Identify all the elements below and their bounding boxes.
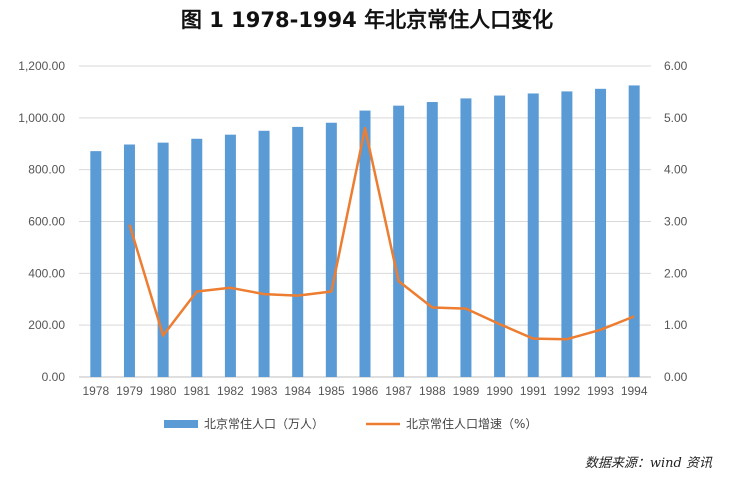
population-bar (123, 144, 135, 377)
y-left-tick-label: 200.00 (28, 318, 65, 332)
population-bar (325, 122, 337, 377)
y-right-tick-label: 0.00 (664, 370, 688, 384)
x-tick-label: 1993 (587, 384, 614, 398)
line-series (128, 126, 635, 341)
population-bar (191, 138, 203, 377)
y-right-tick-label: 5.00 (664, 111, 688, 125)
y-right-tick-label: 6.00 (664, 59, 688, 73)
y-left-tick-label: 1,200.00 (18, 59, 65, 73)
population-bar (494, 95, 506, 378)
x-tick-label: 1989 (453, 384, 480, 398)
population-bar (393, 105, 405, 377)
x-tick-label: 1978 (82, 384, 109, 398)
population-bar (595, 88, 607, 377)
source-note: 数据来源：wind 资讯 (584, 456, 712, 471)
x-tick-label: 1986 (352, 384, 379, 398)
legend-label-population: 北京常住人口（万人） (204, 417, 324, 431)
x-tick-label: 1987 (385, 384, 412, 398)
population-bar (628, 85, 640, 377)
growth-rate-line (128, 126, 635, 341)
axes: 0.00 200.00 400.00 600.00 800.00 1,000.00 1,20… (18, 59, 687, 398)
population-bar (426, 102, 438, 377)
population-bar (527, 93, 539, 377)
y-left-tick-label: 800.00 (28, 163, 65, 177)
x-tick-label: 1983 (251, 384, 278, 398)
x-tick-label: 1988 (419, 384, 446, 398)
x-tick-label: 1994 (621, 384, 648, 398)
y-right-tick-label: 2.00 (664, 266, 688, 280)
y-left-tick-label: 400.00 (28, 266, 65, 280)
x-tick-label: 1981 (183, 384, 210, 398)
x-tick-label: 1980 (150, 384, 177, 398)
chart-title: 图 1 1978-1994 年北京常住人口变化 (180, 8, 554, 32)
y-left-tick-label: 0.00 (42, 370, 66, 384)
legend: 北京常住人口（万人） 北京常住人口增速（%） (164, 417, 537, 431)
x-tick-label: 1979 (116, 384, 143, 398)
y-right-tick-label: 1.00 (664, 318, 688, 332)
legend-label-growth-rate: 北京常住人口增速（%） (406, 417, 537, 431)
population-bar (157, 142, 169, 377)
population-bar (224, 134, 236, 377)
population-bar (90, 151, 102, 377)
population-bar (359, 110, 371, 378)
y-right-tick-label: 3.00 (664, 215, 688, 229)
x-tick-label: 1984 (284, 384, 311, 398)
population-bar (292, 126, 304, 377)
x-tick-label: 1990 (486, 384, 513, 398)
population-bar (561, 91, 573, 378)
x-tick-label: 1991 (520, 384, 547, 398)
bar-series (90, 85, 640, 378)
y-right-tick-label: 4.00 (664, 163, 688, 177)
x-tick-label: 1982 (217, 384, 244, 398)
y-left-tick-label: 600.00 (28, 215, 65, 229)
population-bar (460, 98, 472, 377)
x-tick-label: 1985 (318, 384, 345, 398)
x-tick-label: 1992 (554, 384, 581, 398)
y-left-tick-label: 1,000.00 (18, 111, 65, 125)
population-bar (258, 130, 270, 377)
legend-swatch-bar (164, 420, 198, 428)
